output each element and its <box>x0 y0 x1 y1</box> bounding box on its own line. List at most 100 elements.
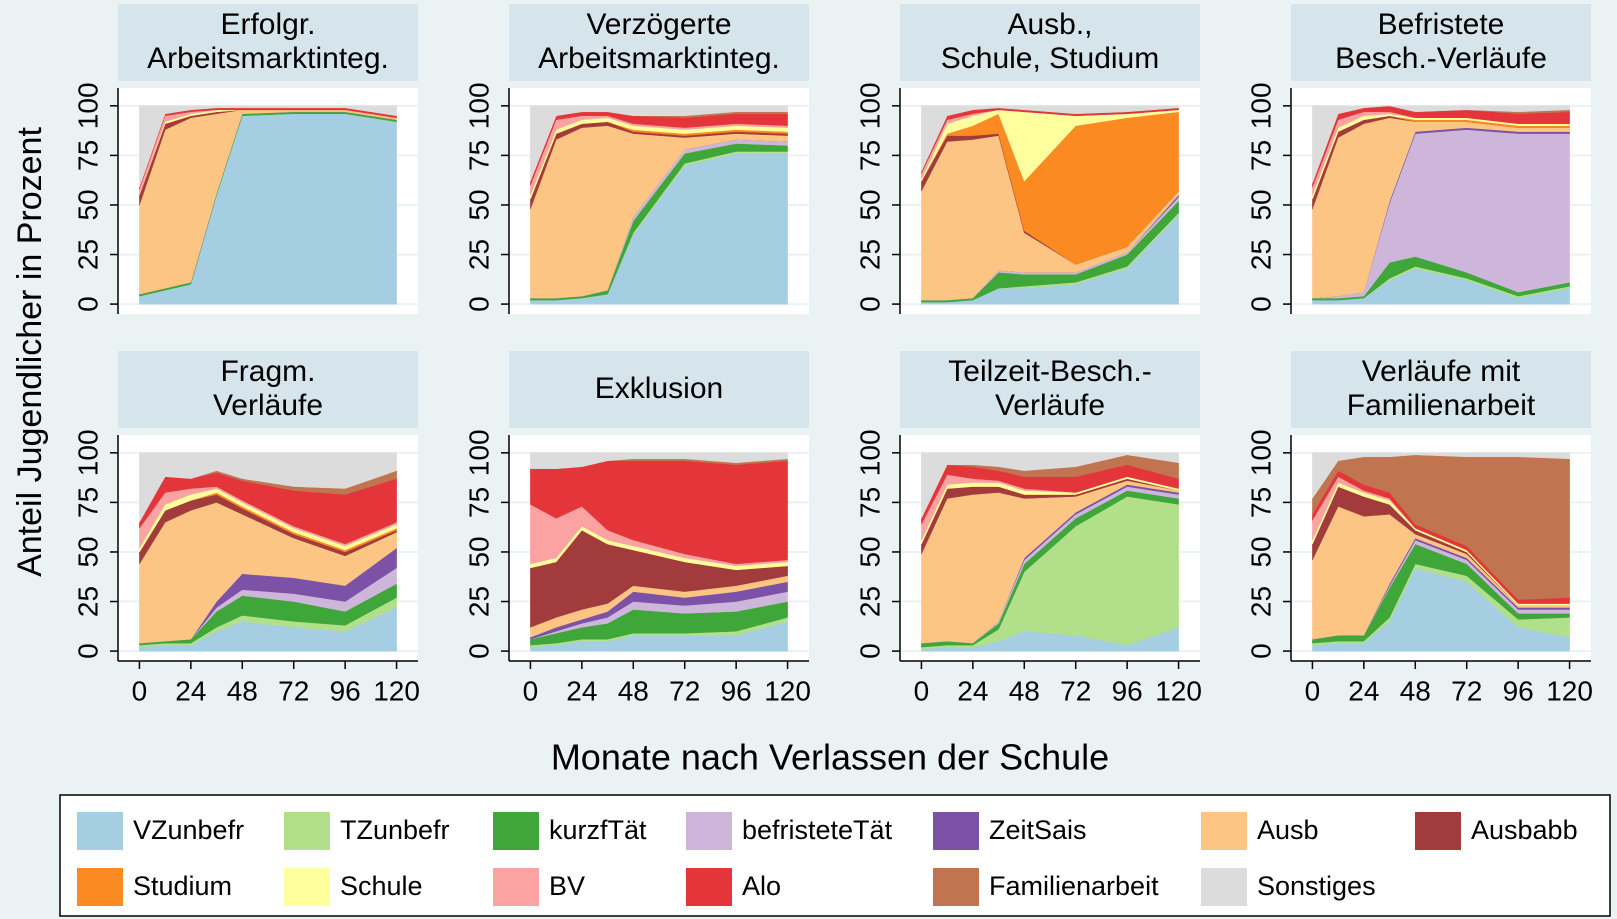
panel-title: Erfolgr. <box>220 8 315 41</box>
panel-title: Verläufe <box>995 389 1105 422</box>
y-tick-label: 0 <box>854 296 885 312</box>
y-tick-label: 50 <box>854 536 885 567</box>
legend-label: Ausbabb <box>1471 815 1578 845</box>
area-band <box>1312 105 1570 184</box>
legend-label: VZunbefr <box>133 815 244 845</box>
area-band <box>139 452 397 524</box>
y-tick-label: 75 <box>463 140 494 171</box>
legend-label: TZunbefr <box>340 815 450 845</box>
x-tick-label: 72 <box>1451 675 1482 706</box>
y-tick-label: 25 <box>72 586 103 617</box>
y-tick-label: 0 <box>1245 296 1276 312</box>
y-tick-label: 100 <box>463 82 494 129</box>
panel-title: Arbeitsmarktinteg. <box>147 42 389 75</box>
y-tick-label: 75 <box>463 487 494 518</box>
x-tick-label: 96 <box>330 675 361 706</box>
x-tick-label: 72 <box>669 675 700 706</box>
x-axis-label: Monate nach Verlassen der Schule <box>551 737 1109 778</box>
legend-label: Sonstiges <box>1257 871 1376 901</box>
x-tick-label: 48 <box>1400 675 1431 706</box>
panel-title: Verläufe mit <box>1362 355 1521 388</box>
y-tick-label: 0 <box>1245 643 1276 659</box>
area-band <box>921 105 1179 172</box>
area-band <box>530 105 788 182</box>
x-tick-label: 0 <box>523 675 539 706</box>
y-tick-label: 100 <box>463 429 494 476</box>
area-band <box>921 452 1179 519</box>
legend-label: Familienarbeit <box>989 871 1159 901</box>
legend-swatch <box>686 812 732 850</box>
legend-label: BV <box>549 871 585 901</box>
x-tick-label: 24 <box>566 675 597 706</box>
panel-title: Schule, Studium <box>941 42 1159 75</box>
y-tick-label: 75 <box>72 487 103 518</box>
area-band <box>139 105 397 188</box>
x-tick-label: 120 <box>764 675 811 706</box>
x-tick-label: 0 <box>132 675 148 706</box>
legend-label: ZeitSais <box>989 815 1087 845</box>
y-tick-label: 100 <box>1245 82 1276 129</box>
legend-swatch <box>933 812 979 850</box>
y-tick-label: 0 <box>72 643 103 659</box>
x-tick-label: 48 <box>1009 675 1040 706</box>
x-tick-label: 0 <box>1305 675 1321 706</box>
legend-swatch <box>493 868 539 906</box>
y-tick-label: 0 <box>72 296 103 312</box>
panel-title: Ausb., <box>1007 8 1092 41</box>
x-tick-label: 48 <box>618 675 649 706</box>
panel-title: Teilzeit-Besch.- <box>948 355 1151 388</box>
legend-swatch <box>284 812 330 850</box>
x-tick-label: 72 <box>278 675 309 706</box>
legend-label: befristeteTät <box>742 815 893 845</box>
y-tick-label: 75 <box>854 487 885 518</box>
y-tick-label: 75 <box>72 140 103 171</box>
y-tick-label: 25 <box>854 586 885 617</box>
legend-swatch <box>284 868 330 906</box>
x-tick-label: 48 <box>227 675 258 706</box>
x-tick-label: 120 <box>373 675 420 706</box>
x-tick-label: 24 <box>175 675 206 706</box>
x-tick-label: 120 <box>1546 675 1593 706</box>
x-tick-label: 120 <box>1155 675 1202 706</box>
y-tick-label: 25 <box>854 239 885 270</box>
y-tick-label: 50 <box>72 536 103 567</box>
area-band <box>530 452 788 469</box>
panel-title-strip <box>118 4 418 81</box>
legend-swatch <box>1201 812 1247 850</box>
y-tick-label: 50 <box>1245 536 1276 567</box>
y-tick-label: 50 <box>1245 189 1276 220</box>
y-tick-label: 75 <box>854 140 885 171</box>
legend-label: kurzfTät <box>549 815 647 845</box>
panel-title-strip <box>1291 351 1591 428</box>
panel-title: Verläufe <box>213 389 323 422</box>
panel-title-strip <box>1291 4 1591 81</box>
y-axis-label: Anteil Jugendlicher in Prozent <box>11 127 49 577</box>
panel-title-strip <box>509 4 809 81</box>
panel-title: Exklusion <box>595 372 723 405</box>
y-tick-label: 0 <box>854 643 885 659</box>
legend-swatch <box>1201 868 1247 906</box>
legend-label: Studium <box>133 871 232 901</box>
y-tick-label: 100 <box>1245 429 1276 476</box>
x-tick-label: 72 <box>1060 675 1091 706</box>
y-tick-label: 25 <box>1245 586 1276 617</box>
legend-swatch <box>686 868 732 906</box>
x-tick-label: 24 <box>1348 675 1379 706</box>
x-tick-label: 24 <box>957 675 988 706</box>
legend-label: Alo <box>742 871 781 901</box>
y-tick-label: 0 <box>463 296 494 312</box>
legend-label: Ausb <box>1257 815 1319 845</box>
panel-title: Familienarbeit <box>1347 389 1536 422</box>
x-tick-label: 96 <box>721 675 752 706</box>
y-tick-label: 50 <box>854 189 885 220</box>
legend-swatch <box>493 812 539 850</box>
area-band <box>1312 452 1570 500</box>
legend-swatch <box>77 812 123 850</box>
panel-title: Fragm. <box>220 355 315 388</box>
y-tick-label: 100 <box>854 82 885 129</box>
y-tick-label: 50 <box>463 189 494 220</box>
y-tick-label: 25 <box>463 239 494 270</box>
y-tick-label: 100 <box>854 429 885 476</box>
y-tick-label: 25 <box>463 586 494 617</box>
